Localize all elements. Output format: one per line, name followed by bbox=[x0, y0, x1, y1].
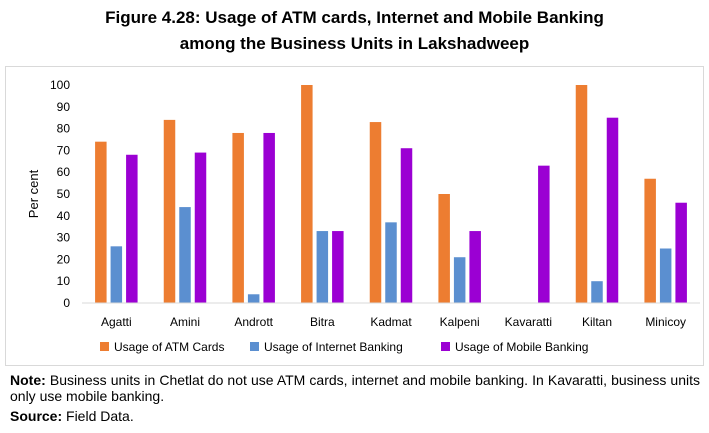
bar-amini-series-2 bbox=[179, 207, 191, 303]
legend-swatch-3 bbox=[441, 342, 450, 351]
bar-kalpeni-series-3 bbox=[469, 231, 481, 303]
note-text: Business units in Chetlat do not use ATM… bbox=[10, 372, 700, 404]
x-category-label: Bitra bbox=[310, 315, 335, 329]
y-tick-label: 70 bbox=[57, 143, 71, 157]
y-tick-label: 60 bbox=[57, 165, 71, 179]
bar-kadmat-series-3 bbox=[400, 148, 413, 303]
chart-title-line-1: Figure 4.28: Usage of ATM cards, Interne… bbox=[105, 8, 604, 27]
x-category-label: Minicoy bbox=[645, 315, 686, 329]
bar-bitra-series-1 bbox=[301, 85, 313, 303]
y-tick-label: 10 bbox=[57, 274, 71, 288]
x-category-label: Amini bbox=[170, 315, 200, 329]
y-tick-label: 100 bbox=[50, 78, 70, 92]
bars bbox=[82, 85, 700, 304]
bar-agatti-series-1 bbox=[95, 141, 107, 303]
legend: Usage of ATM Cards Usage of Internet Bank… bbox=[100, 340, 588, 354]
bar-kiltan-series-1 bbox=[575, 85, 588, 303]
note: Note: Business units in Chetlat do not u… bbox=[10, 372, 700, 404]
bar-bitra-series-3 bbox=[332, 231, 344, 303]
legend-swatch-1 bbox=[100, 342, 109, 351]
y-tick-label: 30 bbox=[57, 231, 71, 245]
bar-kiltan-series-3 bbox=[606, 117, 619, 303]
bar-minicoy-series-2 bbox=[659, 248, 672, 303]
y-tick-label: 50 bbox=[57, 187, 71, 201]
x-category-label: Kadmat bbox=[370, 315, 412, 329]
bar-amini-series-1 bbox=[163, 119, 176, 303]
chart-title-line-2: among the Business Units in Lakshadweep bbox=[179, 34, 530, 53]
legend-label-1: Usage of ATM Cards bbox=[114, 340, 224, 354]
chart-frame bbox=[5, 66, 704, 366]
x-category-label: Kalpeni bbox=[440, 315, 480, 329]
bar-minicoy-series-1 bbox=[644, 178, 656, 303]
y-tick-label: 20 bbox=[57, 252, 71, 266]
bar-andrott-series-3 bbox=[263, 132, 275, 303]
note-label: Note: bbox=[10, 372, 46, 388]
bar-agatti-series-2 bbox=[110, 246, 123, 303]
bar-amini-series-3 bbox=[194, 152, 207, 303]
source-label: Source: bbox=[10, 408, 63, 424]
y-tick-label: 80 bbox=[57, 122, 71, 136]
bar-kalpeni-series-1 bbox=[438, 194, 450, 303]
bar-kadmat-series-1 bbox=[369, 122, 382, 303]
x-category-label: Kiltan bbox=[582, 315, 612, 329]
x-category-label: Andrott bbox=[234, 315, 273, 329]
y-tick-label: 90 bbox=[57, 100, 71, 114]
bar-kalpeni-series-2 bbox=[453, 257, 466, 303]
x-category-labels: Agatti Amini Andrott Bitra Kadmat Kalpeni Kava… bbox=[101, 315, 686, 329]
legend-label-3: Usage of Mobile Banking bbox=[455, 340, 588, 354]
bar-agatti-series-3 bbox=[126, 154, 138, 303]
source: Source: Field Data. bbox=[10, 408, 134, 424]
y-tick-labels: 0 10 20 30 40 50 60 70 80 90 100 bbox=[50, 78, 70, 310]
y-tick-label: 0 bbox=[63, 296, 70, 310]
bar-kadmat-series-2 bbox=[385, 222, 397, 303]
bar-bitra-series-2 bbox=[316, 231, 329, 303]
bar-andrott-series-1 bbox=[232, 132, 244, 303]
y-axis-title-group: Per cent bbox=[26, 169, 41, 218]
y-axis-title: Per cent bbox=[26, 169, 41, 218]
bar-kiltan-series-2 bbox=[591, 281, 603, 303]
bar-minicoy-series-3 bbox=[675, 202, 687, 303]
bar-andrott-series-2 bbox=[247, 294, 260, 303]
bar-kavaratti-series-3 bbox=[538, 165, 550, 303]
legend-label-2: Usage of Internet Banking bbox=[264, 340, 403, 354]
x-category-label: Agatti bbox=[101, 315, 132, 329]
legend-swatch-2 bbox=[250, 342, 259, 351]
y-tick-label: 40 bbox=[57, 209, 71, 223]
x-category-label: Kavaratti bbox=[505, 315, 552, 329]
source-text: Field Data. bbox=[62, 408, 134, 424]
